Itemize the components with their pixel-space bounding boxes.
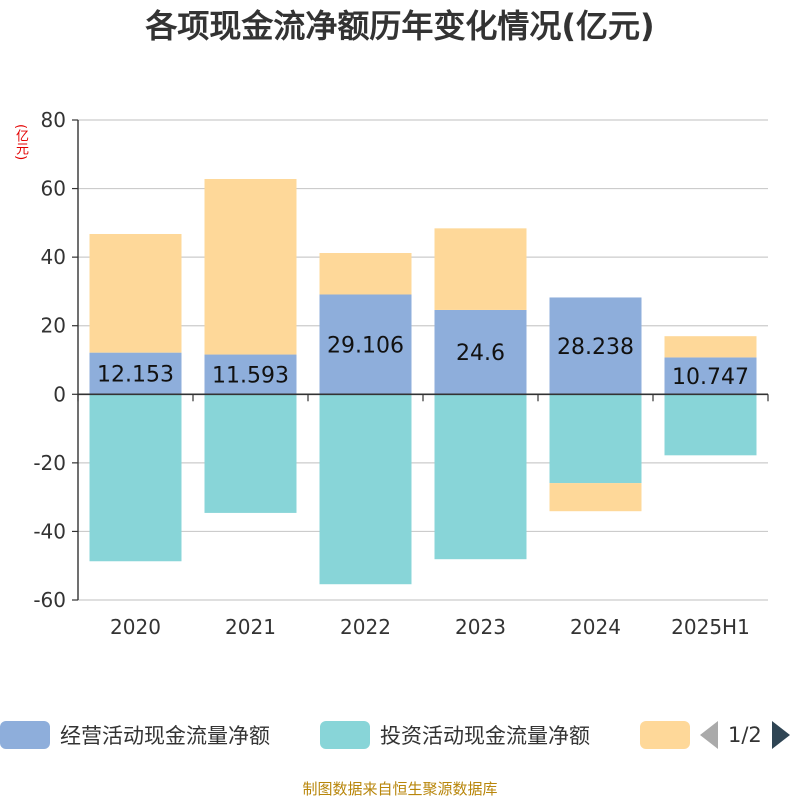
x-tick-label: 2025H1: [671, 615, 750, 639]
chart-title: 各项现金流净额历年变化情况(亿元): [145, 7, 655, 45]
bar-2025H1-series-1: [664, 394, 757, 456]
axes: -60 -40 -20 0 20 40 60 80 2020 2021 2022 2023 2024 20…: [33, 108, 769, 639]
y-tick-label: 60: [41, 177, 66, 201]
bar-2024-series-2: [549, 483, 642, 512]
data-label-2023: 24.6: [456, 341, 505, 366]
bar-2020-series-2: [89, 233, 182, 353]
legend-item-operating[interactable]: 经营活动现金流量净额: [0, 720, 270, 750]
bar-2020-series-0: [89, 352, 182, 395]
x-tick-label: 2023: [455, 615, 506, 639]
y-axis-unit: (亿元): [13, 124, 28, 161]
bars: [89, 178, 757, 585]
bar-2023-series-2: [434, 228, 527, 310]
triangle-left-icon[interactable]: [700, 721, 718, 749]
legend-item-third[interactable]: [640, 720, 690, 750]
bar-2022-series-1: [319, 394, 412, 585]
bar-2022-series-2: [319, 253, 412, 295]
bar-2020-series-1: [89, 394, 182, 562]
bar-2023-series-0: [434, 309, 527, 395]
y-tick-label: 80: [41, 108, 66, 132]
y-tick-label: 20: [41, 314, 66, 338]
x-tick-label: 2024: [570, 615, 621, 639]
triangle-right-icon[interactable]: [771, 721, 790, 749]
data-labels: 12.153 11.593 29.106 24.6 28.238 10.747: [97, 333, 749, 389]
legend-label-investing: 投资活动现金流量净额: [380, 724, 590, 748]
legend-label-operating: 经营活动现金流量净额: [60, 724, 270, 748]
bar-2024-series-1: [549, 394, 642, 484]
y-tick-label: -60: [33, 588, 66, 612]
y-tick-label: 0: [53, 382, 66, 406]
bar-chart: -60 -40 -20 0 20 40 60 80 2020 2021 2022 2023 2024 20…: [33, 108, 769, 639]
bar-2024-series-0: [549, 297, 642, 395]
legend-item-investing[interactable]: 投资活动现金流量净额: [320, 720, 590, 750]
source-note: 制图数据来自恒生聚源数据库: [302, 780, 498, 798]
data-label-2025H1: 10.747: [672, 365, 749, 390]
legend-swatch-operating: [0, 721, 50, 749]
data-label-2020: 12.153: [97, 362, 174, 387]
bar-2021-series-0: [204, 354, 297, 395]
data-label-2024: 28.238: [557, 335, 634, 360]
bar-2025H1-series-0: [664, 357, 757, 395]
legend: 经营活动现金流量净额 投资活动现金流量净额 1/2: [0, 712, 800, 756]
bar-2022-series-0: [319, 294, 412, 395]
legend-page-indicator: 1/2: [728, 723, 762, 747]
bar-2023-series-1: [434, 394, 527, 560]
data-label-2021: 11.593: [212, 363, 289, 388]
bar-2021-series-2: [204, 178, 297, 355]
x-tick-label: 2021: [225, 615, 276, 639]
y-tick-label: 40: [41, 245, 66, 269]
x-tick-label: 2022: [340, 615, 391, 639]
legend-swatch-third: [640, 721, 690, 749]
x-tick-label: 2020: [110, 615, 161, 639]
bar-2021-series-1: [204, 394, 297, 513]
legend-pager: 1/2: [700, 720, 790, 750]
bar-2025H1-series-2: [664, 336, 757, 358]
legend-swatch-investing: [320, 721, 370, 749]
grid-lines: [78, 119, 768, 601]
data-label-2022: 29.106: [327, 333, 404, 358]
y-tick-label: -40: [33, 519, 66, 543]
y-tick-label: -20: [33, 451, 66, 475]
